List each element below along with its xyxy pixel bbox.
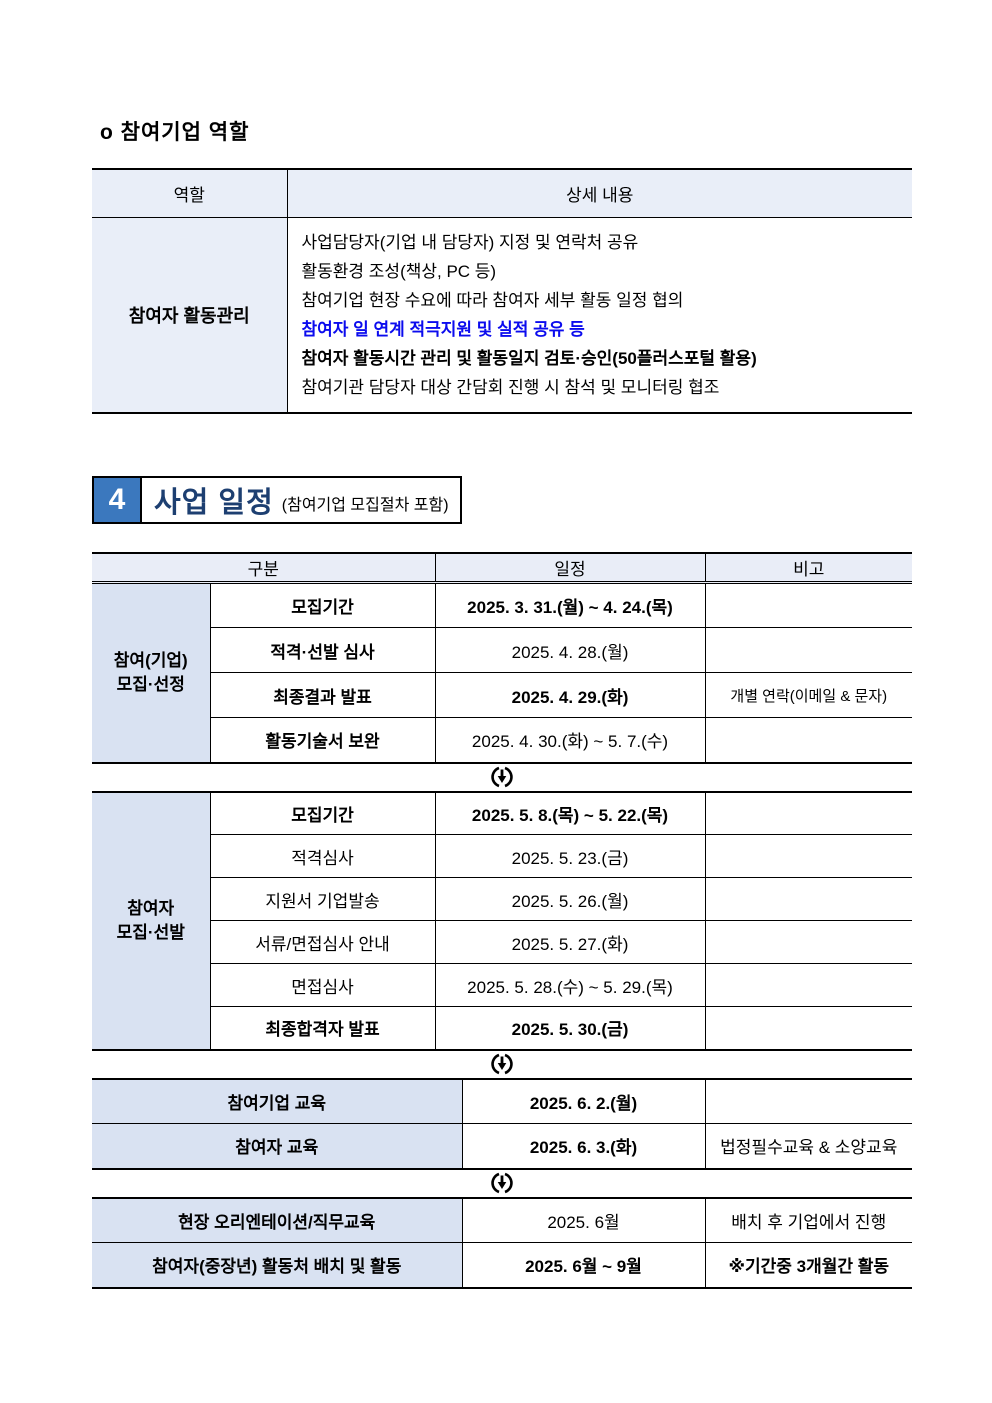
down-arrow-icon xyxy=(491,1053,513,1075)
schedule-table-group-c: 참여기업 교육 2025. 6. 2.(월) 참여자 교육 2025. 6. 3… xyxy=(92,1077,912,1170)
table-row: 최종결과 발표 2025. 4. 29.(화) 개별 연락(이메일 & 문자) xyxy=(92,672,912,718)
note-cell: ※기간중 3개월간 활동 xyxy=(704,1242,912,1288)
table-row: 지원서 기업발송 2025. 5. 26.(월) xyxy=(92,877,912,921)
detail-line: 활동환경 조성(책상, PC 등) xyxy=(301,261,497,281)
date-cell: 2025. 3. 31.(월) ~ 4. 24.(목) xyxy=(434,582,706,628)
item-cell: 적격·선발 심사 xyxy=(210,627,436,673)
role-table: 역할 상세 내용 참여자 활동관리 사업담당자(기업 내 담당자) 지정 및 연… xyxy=(92,168,912,414)
role-label-cell: 참여자 활동관리 xyxy=(92,216,288,413)
date-cell: 2025. 4. 30.(화) ~ 5. 7.(수) xyxy=(434,717,706,763)
date-cell: 2025. 5. 27.(화) xyxy=(434,920,706,964)
item-cell: 참여자(중장년) 활동처 배치 및 활동 xyxy=(92,1242,463,1288)
schedule-table-group-a: 구분 일정 비고 참여(기업) 모집·선정 모집기간 2025. 3. 31.(… xyxy=(92,551,912,764)
note-col-header: 비고 xyxy=(704,552,912,584)
role-detail-cell: 사업담당자(기업 내 담당자) 지정 및 연락처 공유 활동환경 조성(책상, … xyxy=(286,216,912,413)
role-col-header: 역할 xyxy=(92,168,288,218)
note-cell xyxy=(704,963,912,1007)
table-row: 참여자 활동관리 사업담당자(기업 내 담당자) 지정 및 연락처 공유 활동환… xyxy=(92,216,912,413)
group-label-cell: 참여(기업) 모집·선정 xyxy=(92,582,211,763)
schedule-table-group-d: 현장 오리엔테이션/직무교육 2025. 6월 배치 후 기업에서 진행 참여자… xyxy=(92,1196,912,1289)
date-cell: 2025. 6월 xyxy=(461,1197,706,1243)
item-cell: 모집기간 xyxy=(209,582,436,628)
note-cell xyxy=(704,1078,912,1124)
schedule-header-row: 구분 일정 비고 xyxy=(92,552,912,584)
table-row: 적격심사 2025. 5. 23.(금) xyxy=(92,834,912,878)
detail-line-bold: 참여자 활동시간 관리 및 활동일지 검토·승인(50플러스포털 활용) xyxy=(301,348,757,368)
item-cell: 현장 오리엔테이션/직무교육 xyxy=(92,1197,463,1243)
date-cell: 2025. 6. 2.(월) xyxy=(461,1078,706,1124)
section-number-badge: 4 xyxy=(94,477,142,522)
detail-line: 사업담당자(기업 내 담당자) 지정 및 연락처 공유 xyxy=(301,232,639,252)
table-row: 면접심사 2025. 5. 28.(수) ~ 5. 29.(목) xyxy=(92,963,912,1007)
table-row: 적격·선발 심사 2025. 4. 28.(월) xyxy=(92,627,912,673)
date-cell: 2025. 5. 30.(금) xyxy=(434,1006,706,1050)
detail-line: 참여기업 현장 수요에 따라 참여자 세부 활동 일정 협의 xyxy=(301,290,684,310)
detail-line: 참여기관 담당자 대상 간담회 진행 시 참석 및 모니터링 협조 xyxy=(301,377,720,397)
note-cell: 배치 후 기업에서 진행 xyxy=(704,1197,912,1243)
note-cell xyxy=(704,717,912,763)
date-cell: 2025. 4. 29.(화) xyxy=(434,672,706,718)
flow-divider xyxy=(92,1051,912,1078)
table-row: 현장 오리엔테이션/직무교육 2025. 6월 배치 후 기업에서 진행 xyxy=(92,1197,912,1243)
table-row: 참여(기업) 모집·선정 모집기간 2025. 3. 31.(월) ~ 4. 2… xyxy=(92,582,912,763)
category-col-header: 구분 xyxy=(92,552,436,584)
date-col-header: 일정 xyxy=(434,552,706,584)
item-cell: 최종합격자 발표 xyxy=(210,1006,436,1050)
item-cell: 모집기간 xyxy=(209,791,436,835)
item-cell: 서류/면접심사 안내 xyxy=(210,920,436,964)
date-cell: 2025. 4. 28.(월) xyxy=(434,627,706,673)
note-cell xyxy=(704,877,912,921)
table-row: 서류/면접심사 안내 2025. 5. 27.(화) xyxy=(92,920,912,964)
down-arrow-icon xyxy=(491,766,513,788)
date-cell: 2025. 6. 3.(화) xyxy=(461,1123,706,1169)
down-arrow-icon xyxy=(491,1172,513,1194)
flow-divider xyxy=(92,764,912,791)
table-header-row: 역할 상세 내용 xyxy=(92,168,912,218)
schedule-table-group-b: 참여자 모집·선발 모집기간 2025. 5. 8.(목) ~ 5. 22.(목… xyxy=(92,790,912,1051)
date-cell: 2025. 5. 26.(월) xyxy=(434,877,706,921)
section-title-wrap: 사업 일정 (참여기업 모집절차 포함) xyxy=(142,478,449,522)
section-subtitle: (참여기업 모집절차 포함) xyxy=(281,497,449,514)
item-cell: 면접심사 xyxy=(210,963,436,1007)
detail-col-header: 상세 내용 xyxy=(286,168,912,218)
note-cell xyxy=(704,834,912,878)
item-cell: 적격심사 xyxy=(210,834,436,878)
date-cell: 2025. 5. 23.(금) xyxy=(434,834,706,878)
table-row: 최종합격자 발표 2025. 5. 30.(금) xyxy=(92,1006,912,1050)
detail-line-highlighted: 참여자 일 연계 적극지원 및 실적 공유 등 xyxy=(301,319,585,339)
date-cell: 2025. 5. 28.(수) ~ 5. 29.(목) xyxy=(434,963,706,1007)
date-cell: 2025. 5. 8.(목) ~ 5. 22.(목) xyxy=(434,791,706,835)
note-cell xyxy=(704,791,912,835)
table-row: 활동기술서 보완 2025. 4. 30.(화) ~ 5. 7.(수) xyxy=(92,717,912,763)
section-title: 사업 일정 xyxy=(154,486,274,519)
table-row: 참여자(중장년) 활동처 배치 및 활동 2025. 6월 ~ 9월 ※기간중 … xyxy=(92,1242,912,1288)
item-cell: 참여기업 교육 xyxy=(92,1078,463,1124)
note-cell: 법정필수교육 & 소양교육 xyxy=(704,1123,912,1169)
note-cell xyxy=(704,920,912,964)
flow-divider xyxy=(92,1170,912,1197)
item-cell: 활동기술서 보완 xyxy=(210,717,436,763)
section-heading-role: o 참여기업 역할 xyxy=(100,121,250,144)
date-cell: 2025. 6월 ~ 9월 xyxy=(461,1242,706,1288)
item-cell: 참여자 교육 xyxy=(92,1123,463,1169)
section4-header: 4 사업 일정 (참여기업 모집절차 포함) xyxy=(92,475,462,524)
note-cell xyxy=(704,582,912,628)
table-row: 참여자 교육 2025. 6. 3.(화) 법정필수교육 & 소양교육 xyxy=(92,1123,912,1169)
note-cell xyxy=(704,1006,912,1050)
item-cell: 지원서 기업발송 xyxy=(210,877,436,921)
note-cell xyxy=(704,627,912,673)
group-label-cell: 참여자 모집·선발 xyxy=(92,791,211,1050)
table-row: 참여기업 교육 2025. 6. 2.(월) xyxy=(92,1078,912,1124)
note-cell: 개별 연락(이메일 & 문자) xyxy=(704,672,912,718)
item-cell: 최종결과 발표 xyxy=(210,672,436,718)
table-row: 참여자 모집·선발 모집기간 2025. 5. 8.(목) ~ 5. 22.(목… xyxy=(92,791,912,1050)
